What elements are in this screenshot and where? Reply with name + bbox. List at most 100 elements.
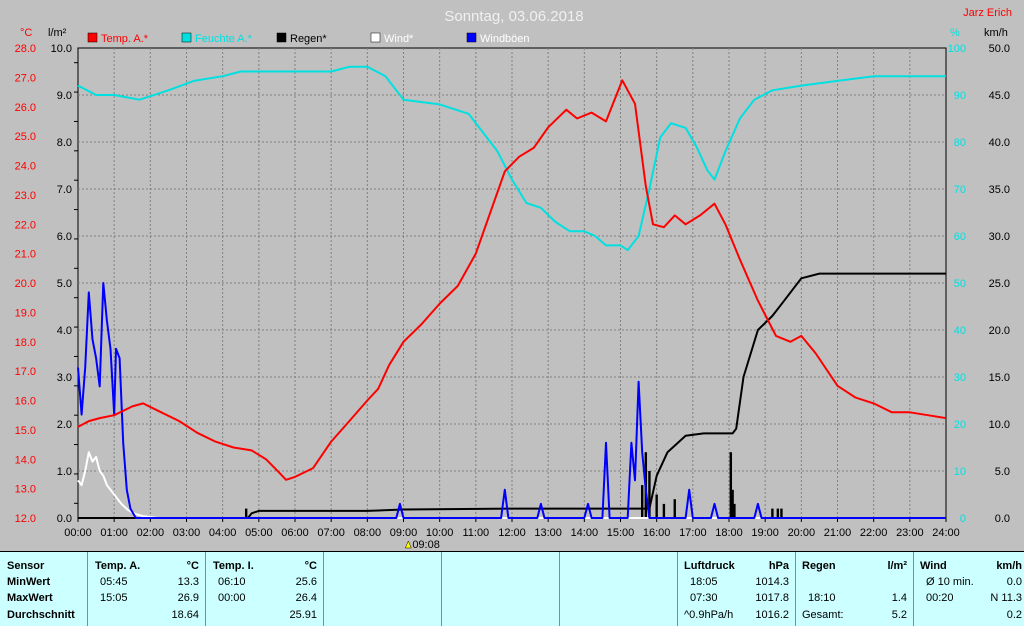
legend-swatch-wind — [370, 32, 381, 43]
wind-axis: 0.0 5.0 10.0 15.0 20.0 25.0 30.0 35.0 40.0 45.0 50… — [989, 43, 1010, 525]
wind-gust-value: N 11.3 — [990, 592, 1022, 604]
legend-swatch-temp — [87, 32, 98, 43]
x-tick-label: 16:00 — [643, 527, 671, 539]
temp-tick-label: 14.0 — [15, 454, 36, 466]
series-line-gust — [77, 282, 946, 519]
rain-column: Regen l/m² 18:10 1.4 Gesamt: 5.2 — [796, 552, 914, 626]
rain-bar — [776, 508, 780, 518]
legend-swatch-humidity — [181, 32, 192, 43]
weather-chart: Sonntag, 03.06.2018 Jarz Erich °C l/m² %… — [14, 7, 1012, 551]
temp-tick-label: 15.0 — [15, 425, 36, 437]
legend-label-gust: Windböen — [480, 33, 530, 45]
wind-avg-value: 0.0 — [1006, 576, 1022, 588]
humidity-tick-label: 20 — [954, 419, 966, 431]
rain-bar — [655, 494, 658, 518]
humidity-tick-label: 50 — [954, 278, 966, 290]
rain-tick-label: 3.0 — [57, 372, 72, 384]
temp-tick-label: 18.0 — [15, 337, 36, 349]
x-tick-label: 18:00 — [715, 527, 743, 539]
temp-tick-label: 23.0 — [15, 190, 36, 202]
rain-tick-label: 2.0 — [57, 419, 72, 431]
wind-column: Wind km/h Ø 10 min. 0.0 00:20 N 11.3 0.2 — [914, 552, 1024, 626]
rain-bar — [729, 452, 733, 518]
x-tick-label: 17:00 — [679, 527, 707, 539]
x-tick-label: 02:00 — [137, 527, 165, 539]
humidity-axis-unit: % — [950, 27, 960, 39]
rain-bar — [662, 503, 666, 518]
wind-header: Wind — [920, 560, 947, 572]
rain-tick-label: 7.0 — [57, 184, 72, 196]
author-label: Jarz Erich — [963, 7, 1012, 19]
temp-a-max-value: 26.9 — [177, 592, 199, 604]
wind-tick-label: 25.0 — [989, 278, 1010, 290]
x-tick-label: 12:00 — [498, 527, 526, 539]
legend-label-rain: Regen* — [290, 33, 327, 45]
temp-tick-label: 17.0 — [15, 366, 36, 378]
legend-label-temp: Temp. A.* — [101, 33, 149, 45]
rain-max-time: 18:10 — [808, 592, 836, 604]
empty-column-3 — [560, 552, 678, 626]
wind-tick-label: 35.0 — [989, 184, 1010, 196]
humidity-tick-label: 60 — [954, 231, 966, 243]
wind-tick-label: 5.0 — [995, 466, 1010, 478]
humidity-tick-label: 100 — [948, 43, 966, 55]
pressure-min-value: 1014.3 — [755, 576, 789, 588]
series-line-temp — [77, 79, 947, 481]
temp-i-avg-value: 25.91 — [289, 609, 317, 621]
temp-a-min-time: 05:45 — [100, 576, 128, 588]
temp-i-column: Temp. I. °C 06:10 25.6 00:00 26.4 25.91 — [206, 552, 324, 626]
temp-tick-label: 27.0 — [15, 72, 36, 84]
wind-avg-label: Ø 10 min. — [926, 576, 974, 588]
empty-column-2 — [442, 552, 560, 626]
legend-label-wind: Wind* — [384, 33, 414, 45]
x-tick-label: 01:00 — [100, 527, 128, 539]
x-tick-label: 21:00 — [824, 527, 852, 539]
wind-tick-label: 50.0 — [989, 43, 1010, 55]
series-line-wind — [77, 451, 946, 519]
rain-tick-label: 4.0 — [57, 325, 72, 337]
temp-i-header: Temp. I. — [213, 560, 254, 572]
sensor-header: Sensor — [7, 560, 45, 572]
temp-tick-label: 21.0 — [15, 249, 36, 261]
temp-a-avg-value: 18.64 — [171, 609, 199, 621]
temp-a-column: Temp. A. °C 05:45 13.3 15:05 26.9 18.64 — [88, 552, 206, 626]
rain-tick-label: 6.0 — [57, 231, 72, 243]
grid — [74, 48, 946, 518]
pressure-header: Luftdruck — [684, 560, 735, 572]
stats-panel: Sensor MinWert MaxWert Durchschnitt Temp… — [0, 551, 1024, 626]
series-line-rain — [78, 272, 946, 519]
time-marker: 09:08 — [404, 539, 440, 551]
x-tick-label: 09:00 — [390, 527, 418, 539]
rain-tick-label: 8.0 — [57, 137, 72, 149]
temp-tick-label: 12.0 — [15, 513, 36, 525]
series-line-humidity — [77, 65, 946, 252]
series-lines — [77, 65, 947, 519]
rain-axis: 0.0 1.0 2.0 3.0 4.0 5.0 6.0 7.0 8.0 9.0 10.0 — [51, 43, 72, 525]
wind-tick-label: 40.0 — [989, 137, 1010, 149]
x-tick-label: 08:00 — [354, 527, 382, 539]
legend: Temp. A.* Feuchte A.* Regen* Wind* Windböen — [87, 32, 530, 45]
x-tick-label: 11:00 — [462, 527, 489, 539]
pressure-max-time: 07:30 — [690, 592, 718, 604]
temp-tick-label: 13.0 — [15, 484, 36, 496]
x-tick-label: 10:00 — [426, 527, 454, 539]
humidity-tick-label: 30 — [954, 372, 966, 384]
temp-i-max-value: 26.4 — [295, 592, 317, 604]
x-tick-label: 20:00 — [788, 527, 816, 539]
wind-unit: km/h — [996, 560, 1022, 572]
wind-axis-unit: km/h — [984, 27, 1008, 39]
x-tick-label: 24:00 — [932, 527, 960, 539]
chart-title: Sonntag, 03.06.2018 — [444, 8, 583, 25]
rain-bar — [771, 508, 774, 518]
rain-unit: l/m² — [887, 560, 907, 572]
x-tick-label: 19:00 — [751, 527, 779, 539]
x-tick-label: 07:00 — [317, 527, 345, 539]
rain-bar — [641, 485, 644, 518]
legend-label-humidity: Feuchte A.* — [195, 33, 253, 45]
temp-tick-label: 26.0 — [15, 102, 36, 114]
empty-column-1 — [324, 552, 442, 626]
temp-a-min-value: 13.3 — [177, 576, 199, 588]
x-tick-label: 06:00 — [281, 527, 309, 539]
wind-tick-label: 15.0 — [989, 372, 1010, 384]
time-marker-label: 09:08 — [412, 539, 440, 551]
